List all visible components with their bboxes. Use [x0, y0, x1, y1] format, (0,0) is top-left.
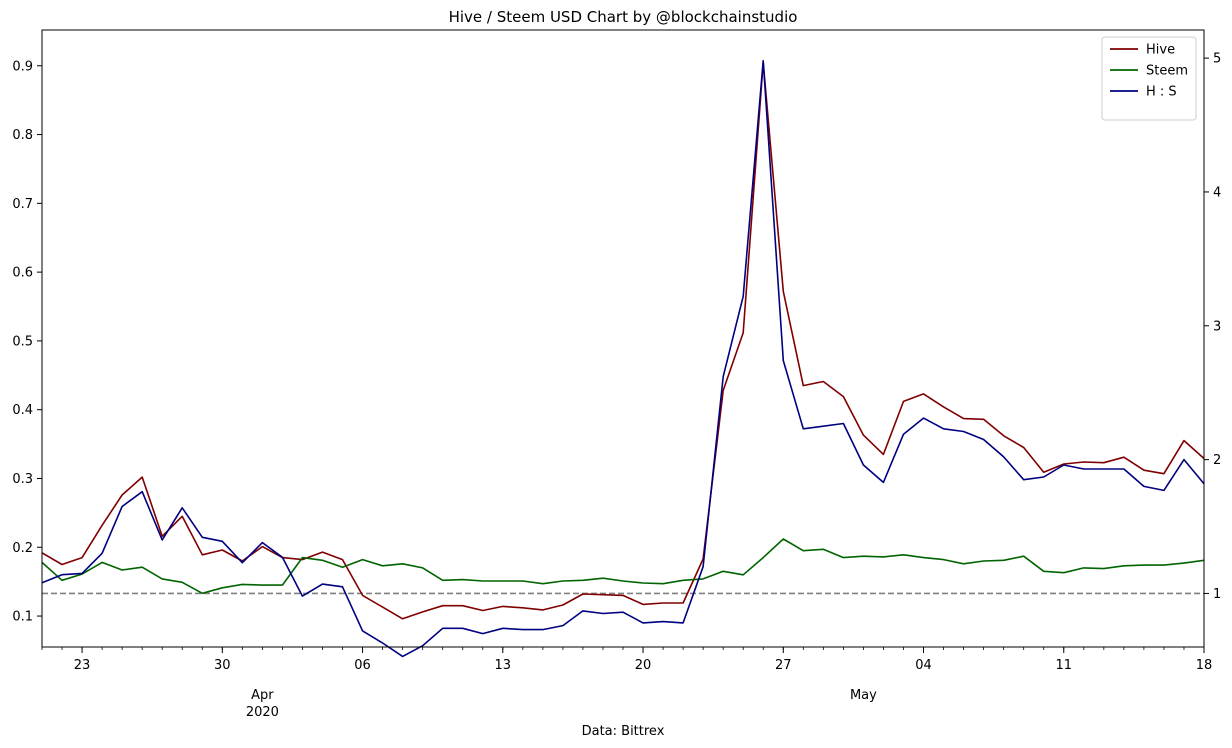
month-label-1: May [850, 688, 877, 703]
y-axis-left: 0.1 0.2 0.3 0.4 0.5 0.6 0.7 0.8 0.9 [12, 59, 42, 625]
y-left-tick-label-2: 0.3 [12, 472, 33, 487]
y-left-tick-label-6: 0.7 [12, 197, 33, 212]
y-right-tick-label-4: 5 [1213, 52, 1221, 67]
x-tick-label-4: 20 [635, 658, 652, 673]
x-tick-label-6: 04 [915, 658, 932, 673]
x-tick-label-1: 30 [214, 658, 231, 673]
legend-box [1101, 36, 1197, 121]
x-tick-label-7: 11 [1055, 658, 1072, 673]
legend-label-0: Hive [1146, 43, 1175, 58]
y-right-tick-label-1: 2 [1213, 453, 1221, 468]
y-right-tick-label-3: 4 [1213, 185, 1221, 200]
legend: Hive Steem H : S [1101, 36, 1197, 121]
chart-title: Hive / Steem USD Chart by @blockchainstu… [449, 8, 798, 26]
y-left-tick-label-5: 0.6 [12, 266, 33, 281]
y-left-tick-label-7: 0.8 [12, 128, 33, 143]
x-tick-label-5: 27 [775, 658, 792, 673]
x-axis: 23 30 06 13 20 27 04 11 18 Apr 2020 May [41, 647, 1213, 720]
x-axis-label: Data: Bittrex [582, 724, 665, 739]
y-axis-right: 1 2 3 4 5 [1204, 52, 1221, 602]
x-tick-label-3: 13 [495, 658, 512, 673]
y-left-tick-label-8: 0.9 [12, 59, 33, 74]
series-group [41, 59, 1205, 658]
series-line-1 [41, 538, 1205, 595]
y-right-tick-label-0: 1 [1213, 587, 1221, 602]
x-tick-label-2: 06 [354, 658, 371, 673]
x-tick-label-8: 18 [1196, 658, 1213, 673]
y-left-tick-label-3: 0.4 [12, 403, 33, 418]
x-tick-label-0: 23 [74, 658, 91, 673]
plot-frame [41, 29, 1205, 648]
series-line-0 [41, 61, 1205, 620]
series-line-2 [41, 59, 1205, 658]
y-left-tick-label-0: 0.1 [12, 610, 33, 625]
month-label-0: Apr [251, 688, 274, 703]
y-left-tick-label-4: 0.5 [12, 334, 33, 349]
legend-label-1: Steem [1146, 64, 1188, 79]
legend-label-2: H : S [1146, 85, 1177, 100]
year-label-0: 2020 [246, 705, 279, 720]
y-right-tick-label-2: 3 [1213, 319, 1221, 334]
y-left-tick-label-1: 0.2 [12, 541, 33, 556]
